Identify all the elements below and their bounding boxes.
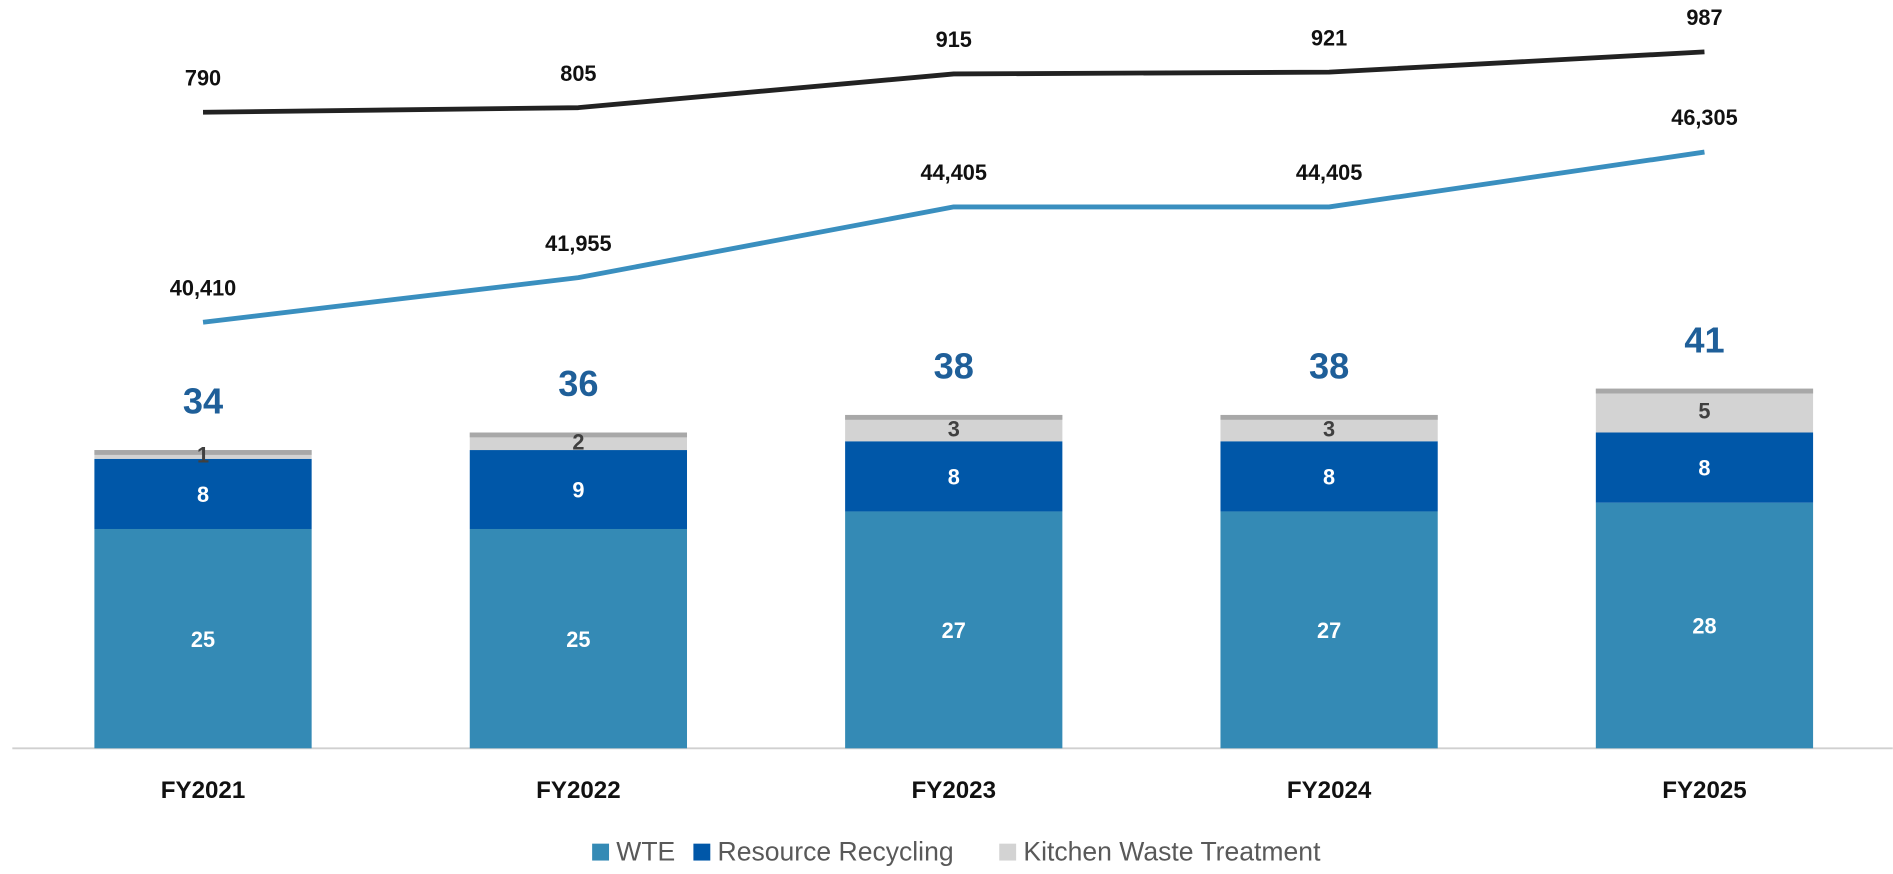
x-tick-label: FY2022	[536, 777, 620, 804]
x-tick-label: FY2024	[1287, 777, 1372, 804]
bar-top-shade	[1595, 388, 1814, 394]
bar-segment	[469, 528, 688, 749]
line-label: 805	[560, 61, 596, 86]
bar-segment	[1220, 511, 1438, 749]
bar-segment	[469, 450, 688, 529]
x-tick-label: FY2023	[911, 777, 996, 804]
legend-label: Resource Recycling	[718, 836, 954, 866]
x-tick-label: FY2021	[161, 777, 246, 804]
segment-label: 5	[1698, 399, 1710, 424]
segment-label: 27	[1317, 618, 1341, 643]
line-label: 40,410	[170, 275, 236, 300]
line-label: 921	[1311, 25, 1347, 50]
line-label: 41,955	[545, 231, 611, 256]
x-tick-label: FY2025	[1662, 777, 1746, 804]
line-label: 915	[936, 27, 972, 52]
legend-label: WTE	[616, 836, 675, 866]
bar-segment	[94, 458, 312, 529]
bar-segment	[845, 511, 1063, 749]
line-label: 44,405	[921, 160, 987, 185]
bar-top-shade	[94, 450, 312, 455]
segment-label: 8	[948, 465, 960, 490]
segment-label: 8	[197, 482, 209, 507]
bar-top-shade	[1220, 414, 1438, 420]
bar-top-shade	[469, 432, 688, 438]
line-label: 790	[185, 65, 221, 90]
bar-segment	[94, 528, 312, 749]
bar-segment	[845, 441, 1063, 512]
segment-label: 8	[1698, 456, 1710, 481]
bar-segment	[1595, 432, 1814, 503]
line-label: 46,305	[1671, 105, 1737, 130]
bar-segment	[1220, 441, 1438, 512]
legend-label: Kitchen Waste Treatment	[1023, 836, 1321, 866]
segment-label: 25	[566, 627, 590, 652]
segment-label: 9	[572, 478, 584, 503]
total-label: 34	[183, 381, 223, 422]
line-label: 44,405	[1296, 160, 1362, 185]
total-label: 36	[558, 363, 598, 404]
line	[202, 49, 1705, 115]
segment-label: 8	[1323, 465, 1335, 490]
segment-label: 2	[572, 429, 584, 454]
legend-swatch	[693, 843, 711, 861]
segment-label: 27	[942, 618, 966, 643]
segment-label: 1	[197, 443, 209, 468]
segment-label: 3	[948, 416, 960, 441]
segment-label: 28	[1692, 614, 1716, 639]
legend-swatch	[999, 843, 1017, 861]
bar-segment	[1595, 388, 1814, 433]
segment-label: 3	[1323, 416, 1335, 441]
line-label: 987	[1686, 5, 1722, 30]
total-label: 38	[1309, 346, 1349, 387]
total-label: 41	[1684, 319, 1724, 360]
bar-top-shade	[845, 414, 1063, 420]
segment-label: 25	[191, 627, 215, 652]
legend-swatch	[592, 843, 610, 861]
total-label: 38	[934, 346, 974, 387]
bar-segment	[1595, 502, 1814, 749]
line	[202, 149, 1705, 325]
